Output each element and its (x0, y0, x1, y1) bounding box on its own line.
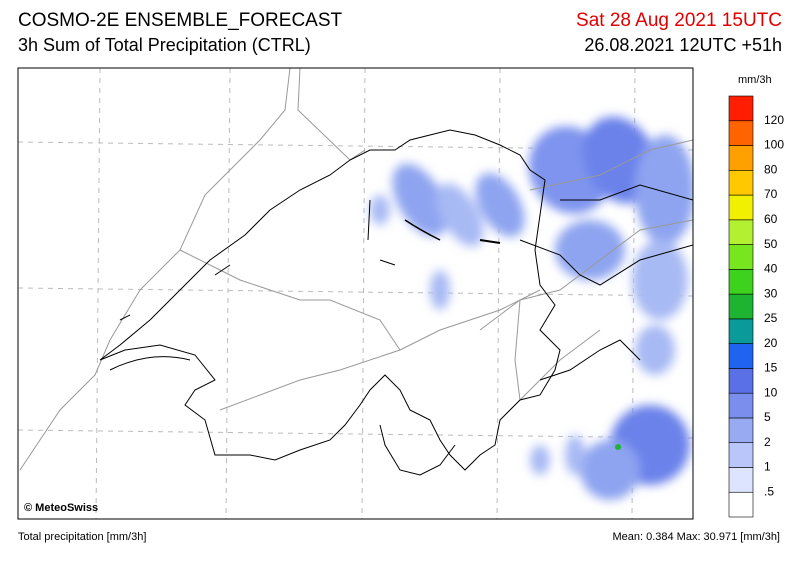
subtitle: 3h Sum of Total Precipitation (CTRL) (18, 35, 311, 55)
title: COSMO-2E ENSEMBLE_FORECAST (18, 10, 343, 31)
colorbar-label: 15 (764, 361, 778, 375)
colorbar-label: 1 (764, 460, 771, 474)
colorbar-label: 2 (764, 435, 771, 449)
colorbar-box (728, 442, 754, 468)
footer-stats: Mean: 0.384 Max: 30.971 [mm/3h] (612, 531, 780, 543)
colorbar-box (728, 293, 754, 320)
colorbar-box (728, 95, 754, 122)
colorbar-box (728, 343, 754, 369)
colorbar-label: 50 (764, 237, 778, 251)
colorbar-label: 100 (764, 138, 784, 152)
country-borders (19, 68, 693, 471)
colorbar-label: 10 (764, 385, 778, 399)
colorbar-box (728, 244, 754, 270)
run-time: 26.08.2021 12UTC +51h (584, 35, 782, 55)
precip-peak (615, 444, 621, 450)
colorbar-box (728, 219, 754, 245)
colorbar-label: .5 (764, 484, 774, 498)
map-frame (17, 67, 694, 520)
colorbar-label: 120 (764, 113, 784, 127)
colorbar-box (728, 269, 754, 295)
colorbar-box (728, 318, 754, 344)
colorbar-label: 20 (764, 336, 778, 350)
colorbar-label: 70 (764, 187, 778, 201)
colorbar-box (728, 491, 754, 518)
colorbar-label: 30 (764, 286, 778, 300)
map (18, 68, 693, 519)
colorbar-label: 5 (764, 410, 771, 424)
colorbar-box (728, 392, 754, 419)
footer-label: Total precipitation [mm/3h] (18, 531, 147, 543)
colorbar-box (728, 120, 754, 146)
colorbar-label: 80 (764, 162, 778, 176)
colorbar-label: 40 (764, 262, 778, 276)
colorbar-box (728, 145, 754, 171)
colorbar-box (728, 368, 754, 394)
colorbar-box (728, 417, 754, 444)
colorbar-label: 25 (764, 311, 778, 325)
precipitation (370, 116, 693, 500)
colorbar-box (728, 194, 754, 221)
switzerland-border (99, 129, 693, 476)
copyright: © MeteoSwiss (24, 502, 99, 514)
colorbar-box (728, 467, 754, 493)
colorbar-unit: mm/3h (738, 74, 772, 86)
valid-time: Sat 28 Aug 2021 15UTC (576, 10, 782, 31)
colorbar-label: 60 (764, 212, 778, 226)
colorbar-box (728, 169, 754, 196)
